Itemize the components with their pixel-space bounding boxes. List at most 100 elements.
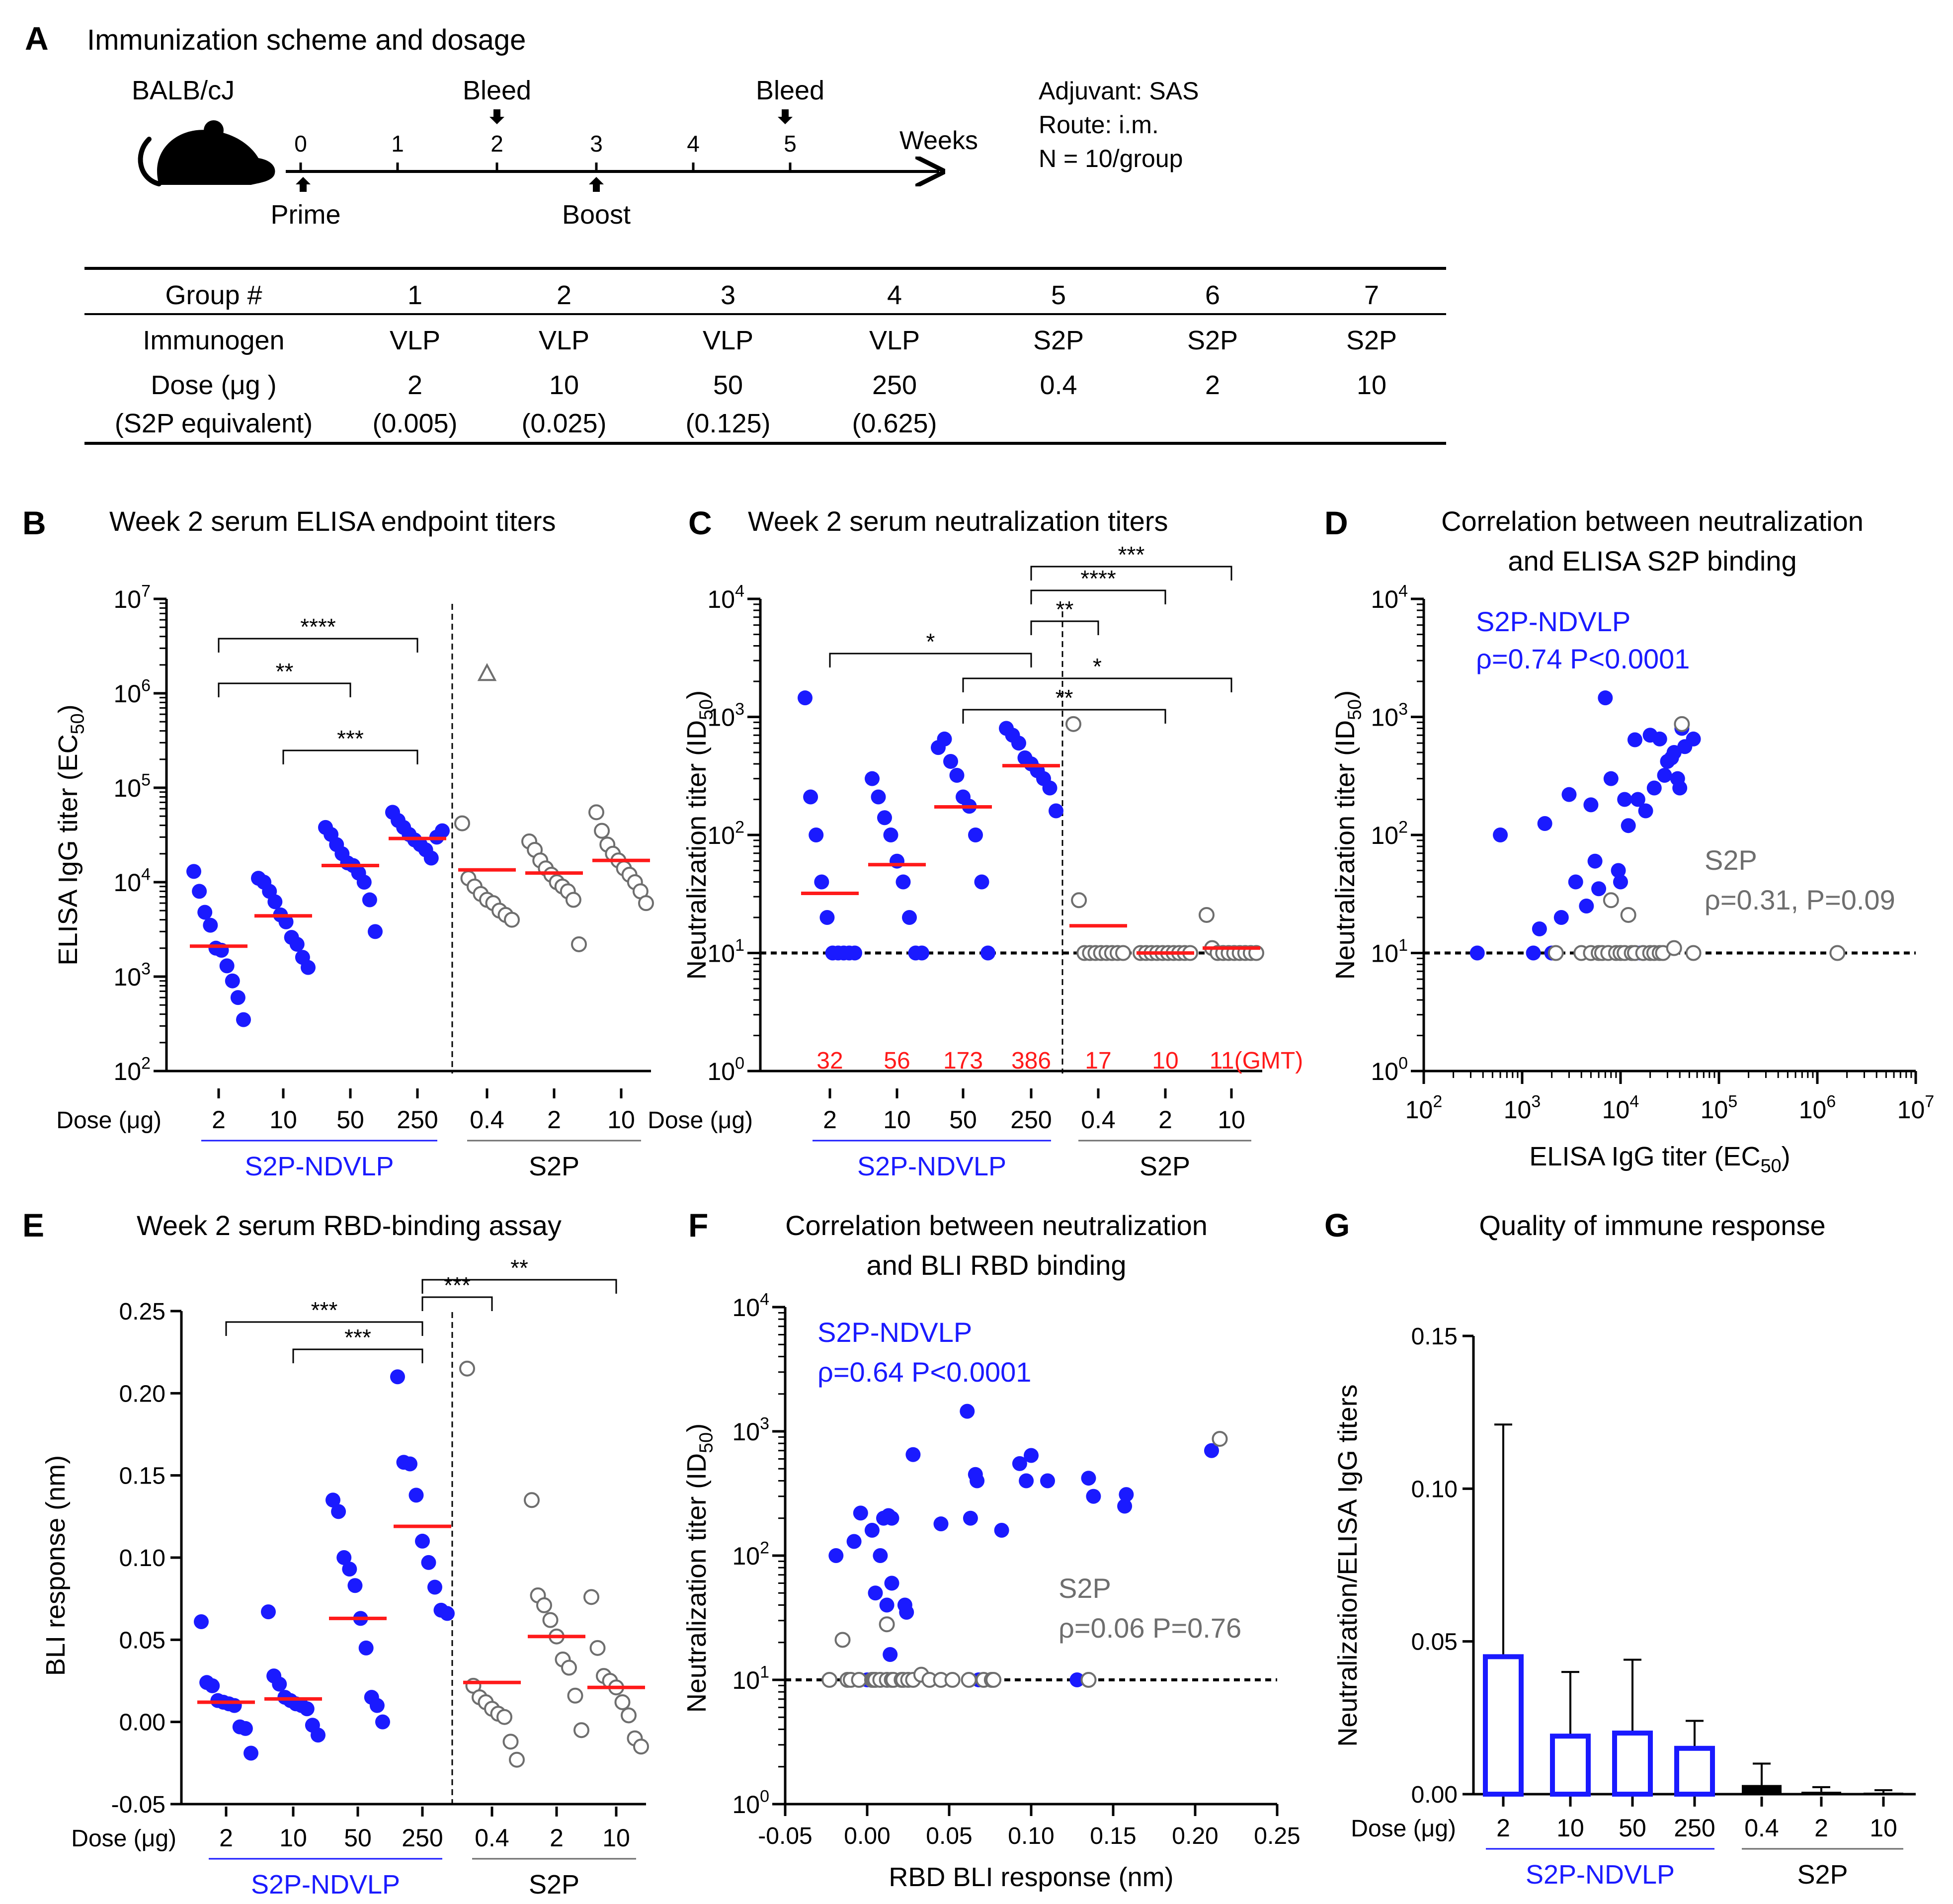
data-point	[311, 1728, 326, 1743]
significance-bracket	[829, 653, 1032, 667]
group-label-s2p: S2P	[529, 1870, 579, 1900]
x-tick-label: 50	[1619, 1814, 1646, 1842]
data-point	[1603, 771, 1619, 786]
data-point	[905, 1447, 921, 1462]
dose-axis-label: Dose (μg)	[71, 1825, 176, 1852]
timeline-tick-label: 4	[687, 131, 700, 157]
x-tick-label: 2	[1496, 1814, 1510, 1842]
data-point	[994, 1522, 1009, 1538]
mouse-strain: BALB/cJ	[132, 76, 235, 105]
data-point	[1587, 853, 1603, 869]
route-text: Route: i.m.	[1039, 111, 1159, 139]
data-point	[1081, 1471, 1096, 1486]
data-point	[1069, 1672, 1085, 1687]
table-row-label: Group #	[165, 280, 262, 310]
significance-bracket	[421, 1279, 617, 1294]
data-point	[873, 1548, 888, 1563]
outlier-triangle	[477, 662, 497, 681]
chart-g: 0.00 0.05 0.10 0.15 Neutralization/ELISA IgG…	[1333, 1324, 1916, 1890]
data-point	[1613, 874, 1628, 890]
y-tick-label: 104	[732, 1290, 769, 1322]
significance-bracket	[1030, 589, 1166, 604]
y-axis-label: BLI response (nm)	[41, 1455, 71, 1676]
data-point	[267, 894, 283, 910]
data-point	[454, 815, 470, 831]
y-tick-label: 104	[707, 582, 744, 614]
data-point	[1080, 1672, 1097, 1688]
data-point	[1532, 921, 1547, 937]
data-point	[851, 1672, 867, 1688]
x-tick-label: 10	[279, 1824, 307, 1852]
table-row-label: Dose (μg )	[151, 370, 276, 400]
data-point	[567, 1687, 583, 1704]
data-point	[238, 1721, 253, 1736]
significance-bracket	[225, 1321, 423, 1336]
data-point	[1493, 828, 1508, 842]
legend-d-s2p: S2P	[1705, 844, 1757, 876]
timeline: 0 1 2 3 4 5 Weeks Bleed Bleed Prime Boost	[270, 76, 977, 230]
data-point	[421, 1555, 436, 1570]
significance-label: ****	[1080, 566, 1116, 591]
panel-label-d: D	[1324, 504, 1348, 541]
weeks-label: Weeks	[899, 126, 978, 155]
data-point	[868, 1585, 883, 1601]
x-tick-label: 2	[823, 1106, 837, 1134]
data-point	[225, 973, 240, 989]
y-axis-label: Neutralization titer (ID50)	[1330, 690, 1366, 980]
data-point	[879, 1597, 895, 1613]
data-point	[968, 1467, 983, 1482]
bleed-label-1: Bleed	[463, 76, 531, 105]
x-tick-label: 2	[1814, 1814, 1828, 1842]
data-point	[960, 1404, 975, 1419]
y-tick-label: 107	[113, 582, 151, 614]
table-cell-dose: 0.4	[1040, 370, 1077, 400]
data-point	[809, 828, 824, 842]
gmt-label: 10	[1152, 1048, 1178, 1074]
data-point	[1024, 1448, 1039, 1463]
data-point	[583, 1589, 599, 1605]
chart-title-e: Week 2 serum RBD-binding assay	[137, 1210, 562, 1241]
x-tick-label: 0.25	[1254, 1823, 1300, 1849]
data-point	[846, 1534, 862, 1549]
data-point	[368, 924, 383, 939]
data-point	[358, 1640, 374, 1656]
boost-arrow-icon	[589, 177, 604, 192]
dosage-table: Group # Immunogen Dose (μg ) (S2P equiva…	[84, 267, 1446, 445]
table-row-label: (S2P equivalent)	[115, 409, 313, 438]
significance-bracket	[218, 682, 351, 697]
y-tick-label: 103	[1371, 700, 1408, 732]
data-point	[899, 1604, 914, 1620]
table-cell-dose: 250	[872, 370, 917, 400]
gmt-label: 386	[1011, 1048, 1051, 1074]
y-tick-label: 0.05	[119, 1627, 165, 1654]
data-point	[1561, 787, 1577, 802]
data-point	[803, 789, 818, 805]
prime-label: Prime	[270, 200, 340, 230]
x-tick-label: 250	[1674, 1814, 1715, 1842]
data-point	[1579, 898, 1594, 913]
x-tick-label: 0.4	[1081, 1106, 1116, 1134]
stat-f-s2p: ρ=0.06 P=0.76	[1058, 1612, 1241, 1644]
y-tick-label: 100	[707, 1054, 744, 1086]
chart-title-f-line2: and BLI RBD binding	[866, 1249, 1126, 1281]
y-tick-label: 103	[732, 1414, 769, 1446]
data-point	[877, 810, 892, 826]
y-tick-label: 100	[732, 1787, 769, 1819]
y-axis-label: Neutralization titer (ID50)	[682, 690, 717, 980]
x-tick-label: -0.05	[758, 1823, 812, 1849]
table-cell-group: 3	[721, 280, 735, 310]
data-point	[227, 1698, 242, 1713]
y-tick-label: 105	[113, 771, 151, 803]
table-cell-dose: 2	[407, 370, 422, 400]
data-point	[524, 1492, 540, 1508]
data-point	[356, 875, 372, 890]
data-point	[427, 1579, 442, 1595]
gmt-label: 32	[816, 1048, 843, 1074]
data-point	[1617, 792, 1632, 807]
data-point	[814, 874, 829, 890]
y-axis-label: Neutralization titer (ID50)	[682, 1423, 717, 1713]
significance-bracket	[421, 1296, 493, 1311]
y-tick-label: 0.10	[1411, 1476, 1458, 1502]
table-cell-immunogen: VLP	[539, 326, 589, 355]
